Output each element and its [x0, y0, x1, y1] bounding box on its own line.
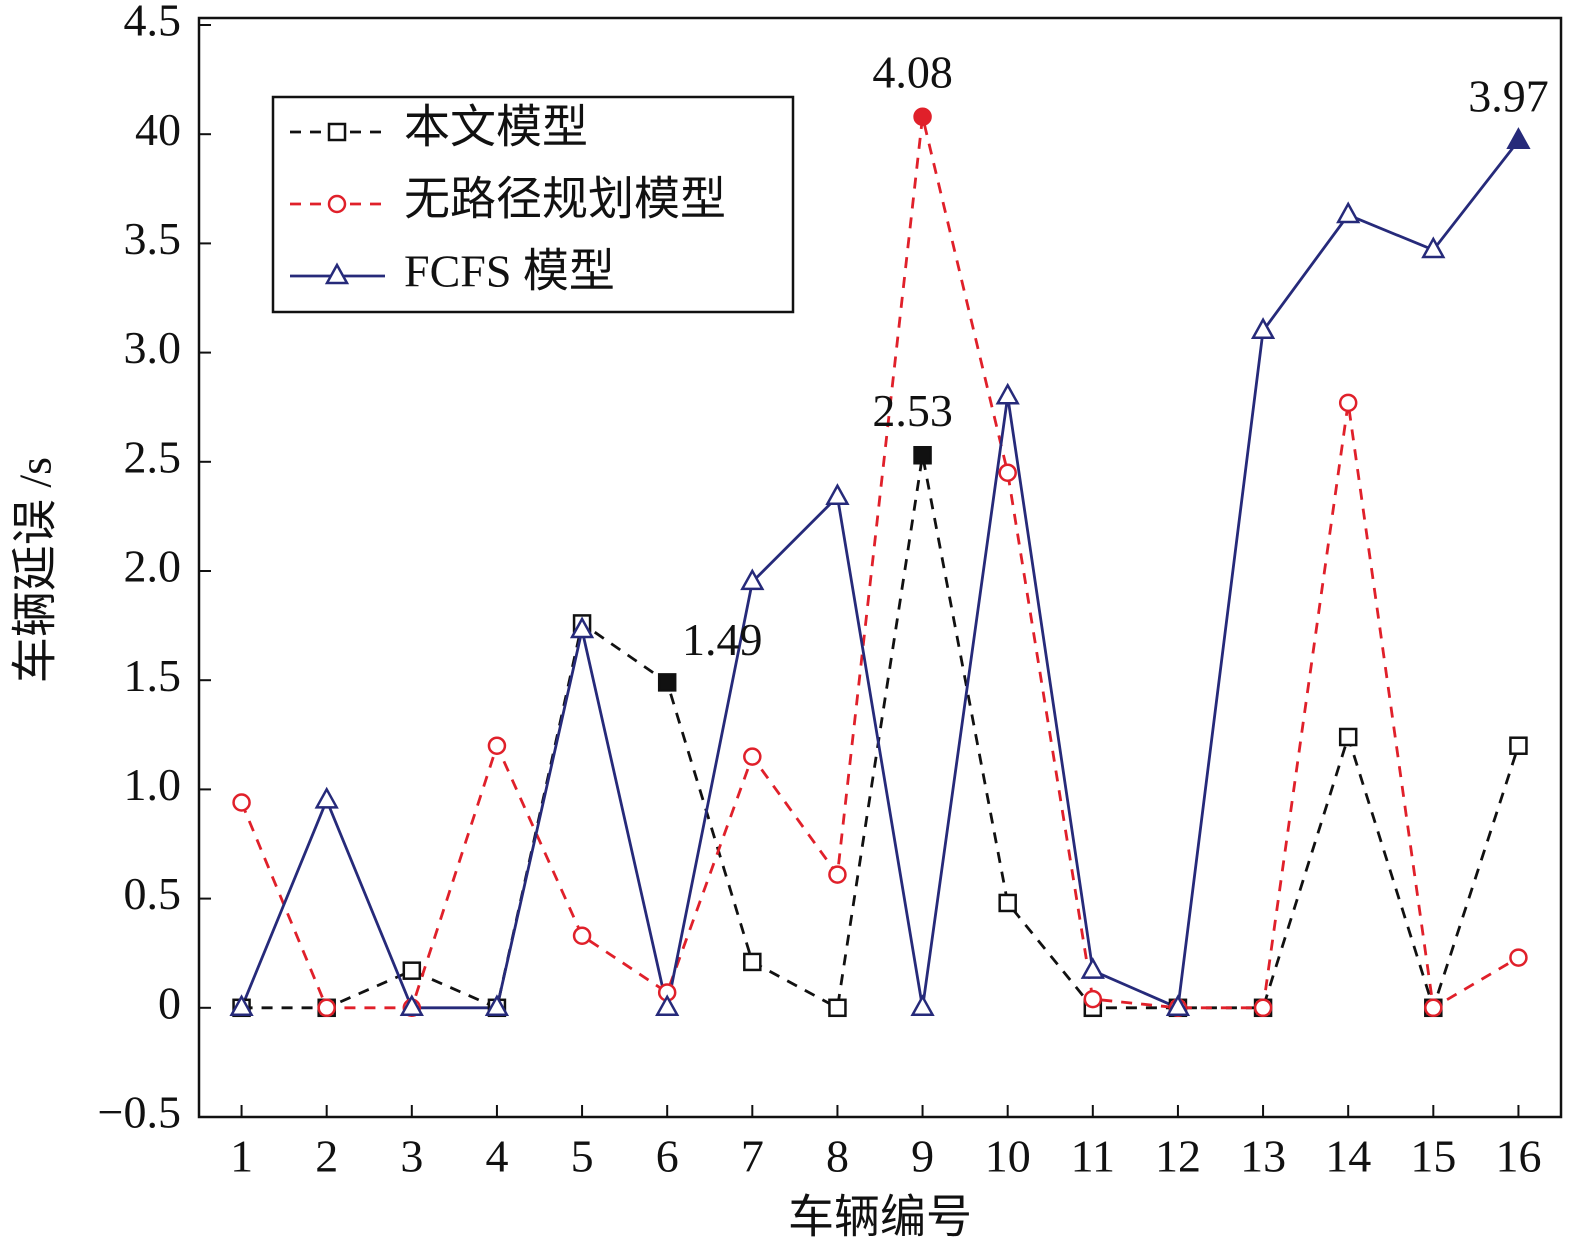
x-tick-label: 12 [1155, 1131, 1201, 1182]
marker [572, 926, 592, 945]
marker [740, 568, 765, 591]
marker [317, 998, 336, 1018]
marker [913, 107, 932, 126]
data-label: 1.49 [682, 614, 763, 665]
y-tick-label: 2.5 [124, 431, 182, 482]
marker [1509, 736, 1528, 755]
x-tick-label: 1 [230, 1131, 253, 1182]
x-tick-label: 13 [1240, 1131, 1286, 1182]
x-tick-label: 5 [571, 1131, 594, 1182]
x-tick-label: 16 [1495, 1131, 1541, 1182]
marker [998, 463, 1017, 482]
marker [487, 736, 507, 755]
marker [484, 994, 510, 1017]
marker [324, 262, 350, 285]
x-tick-label: 15 [1410, 1131, 1456, 1182]
marker [825, 483, 850, 505]
marker [1338, 393, 1358, 413]
y-tick-label: 3.0 [124, 322, 182, 373]
marker [1083, 989, 1103, 1009]
x-tick-label: 3 [400, 1131, 423, 1182]
y-tick-label: 3.5 [124, 213, 182, 264]
legend-label: 无路径规划模型 [404, 174, 726, 225]
x-tick-label: 11 [1071, 1131, 1115, 1182]
y-tick-label: 0 [158, 977, 181, 1028]
marker [1424, 998, 1443, 1018]
marker [314, 786, 339, 809]
marker [327, 122, 347, 142]
marker [655, 994, 680, 1017]
x-tick-label: 14 [1325, 1131, 1371, 1182]
x-tick-label: 10 [985, 1131, 1031, 1182]
marker [743, 952, 762, 972]
marker [1080, 957, 1105, 979]
y-tick-label: 0.5 [124, 868, 182, 919]
x-tick-label: 9 [911, 1131, 934, 1182]
y-tick-label: 2.0 [124, 541, 182, 592]
legend-label: FCFS 模型 [404, 246, 615, 297]
x-tick-label: 6 [656, 1131, 679, 1182]
marker [402, 961, 422, 980]
marker [1253, 998, 1273, 1018]
y-tick-label: 40 [135, 104, 181, 155]
data-label: 2.53 [872, 385, 953, 436]
marker [1506, 127, 1531, 150]
x-axis-label: 车辆编号 [788, 1192, 972, 1243]
marker [913, 445, 932, 465]
marker [998, 893, 1017, 913]
data-label: 3.97 [1468, 70, 1549, 121]
marker [229, 994, 254, 1017]
series-line [241, 454, 1520, 1013]
series-line [240, 116, 1520, 1011]
marker [327, 194, 347, 214]
marker [1250, 317, 1276, 340]
data-label: 4.08 [872, 46, 953, 97]
y-axis-label: 车辆延误 /s [10, 457, 61, 683]
marker [1509, 948, 1528, 967]
x-tick-label: 7 [741, 1131, 764, 1182]
marker [1421, 236, 1446, 259]
marker [1338, 727, 1358, 747]
marker [910, 994, 935, 1017]
marker [399, 994, 424, 1017]
series-line [240, 139, 1520, 1010]
x-tick-label: 4 [485, 1131, 508, 1182]
y-tick-label: −0.5 [98, 1087, 181, 1138]
marker [995, 382, 1020, 405]
marker [1165, 994, 1191, 1017]
marker [828, 998, 847, 1018]
legend-label: 本文模型 [404, 102, 588, 153]
marker [1336, 201, 1361, 224]
x-tick-label: 8 [826, 1131, 849, 1182]
x-tick-label: 2 [315, 1131, 338, 1182]
plot-frame [197, 16, 1563, 1119]
y-tick-label: 1.0 [124, 759, 182, 810]
marker [569, 616, 595, 639]
y-tick-label: 1.5 [124, 650, 182, 701]
marker [232, 793, 251, 812]
y-tick-label: 4.5 [124, 0, 182, 46]
marker [657, 673, 677, 692]
marker [743, 747, 762, 766]
marker [828, 865, 847, 884]
